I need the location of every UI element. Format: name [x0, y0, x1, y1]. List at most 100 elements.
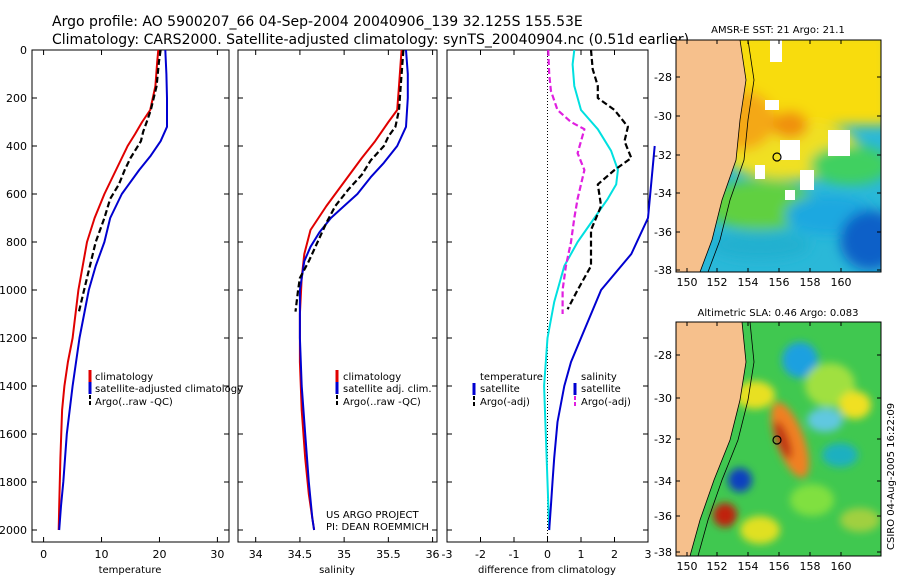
sst-land [676, 40, 746, 272]
map-y-tick-label: -28 [654, 349, 672, 362]
x-tick-label: 20 [152, 548, 166, 561]
series-argo-raw-qc [77, 49, 162, 315]
temperature-legend: climatology satellite-adjusted climatolo… [88, 370, 243, 408]
figure-title-line1: Argo profile: AO 5900207_66 04-Sep-2004 … [52, 14, 583, 30]
sst-map: AMSR-E SST: 21 Argo: 21.1 [654, 25, 882, 289]
sla-map-ticks: -28 -30 -32 -34 -36 -38 150 152 154 156 158 160 [654, 322, 881, 573]
x-tick-label: 0 [40, 548, 47, 561]
map-x-tick-label: 156 [769, 560, 790, 573]
sst-cloud-patch [765, 100, 779, 110]
sst-float-marker [772, 152, 782, 162]
map-x-tick-label: 158 [800, 276, 821, 289]
map-x-tick-label: 158 [800, 560, 821, 573]
y-tick-label: 0 [20, 44, 27, 57]
map-y-tick-label: -34 [654, 475, 672, 488]
x-tick-label: -1 [509, 548, 520, 561]
map-y-tick-label: -32 [654, 149, 672, 162]
legend-climatology: climatology [95, 372, 153, 383]
map-y-tick-label: -34 [654, 187, 672, 200]
map-x-tick-label: 154 [738, 560, 759, 573]
y-tick-label: 1200 [0, 332, 27, 345]
map-y-tick-label: -36 [654, 226, 672, 239]
map-x-tick-label: 154 [738, 276, 759, 289]
x-tick-label: 1 [578, 548, 585, 561]
difference-xlabel: difference from climatology [478, 565, 616, 576]
y-tick-label: 2000 [0, 524, 27, 537]
salinity-xlabel: salinity [319, 565, 355, 576]
legend-salt-argo: Argo(-adj) [581, 397, 631, 408]
y-tick-label: 1800 [0, 476, 27, 489]
y-tick-label: 400 [6, 140, 27, 153]
temperature-axes-frame [31, 49, 230, 543]
x-tick-label: 3 [645, 548, 652, 561]
x-tick-label: 34 [249, 548, 263, 561]
x-tick-label: 2 [611, 548, 618, 561]
map-x-tick-label: 160 [831, 560, 852, 573]
x-tick-label: -3 [442, 548, 453, 561]
map-x-tick-label: 150 [677, 276, 698, 289]
legend-temp-argo: Argo(-adj) [480, 397, 530, 408]
legend-salt-satellite: satellite [581, 384, 621, 395]
legend-argo: Argo(..raw -QC) [95, 397, 173, 408]
map-y-tick-label: -36 [654, 510, 672, 523]
y-tick-label: 600 [6, 188, 27, 201]
temperature-series [57, 49, 168, 531]
map-x-tick-label: 152 [707, 276, 728, 289]
x-tick-label: 30 [210, 548, 224, 561]
legend-sal-argo: Argo(..raw -QC) [343, 397, 421, 408]
temperature-panel: 0 10 20 30 0 200 400 600 800 1000 1200 1400 1600 1800… [0, 44, 243, 576]
legend-temp-satellite: satellite [480, 384, 520, 395]
series-climatology [57, 49, 160, 531]
sla-coastline [689, 322, 747, 556]
legend-sal-satellite: satellite adj. clim. [343, 384, 432, 395]
map-y-tick-label: -32 [654, 433, 672, 446]
salinity-panel: 34 34.5 35 35.5 36 salinity climatology sate… [237, 49, 440, 576]
legend-salinity-heading: salinity [581, 372, 617, 383]
sla-float-marker [772, 435, 782, 445]
salinity-axes-frame [237, 49, 438, 543]
sst-isobath [707, 40, 755, 272]
temperature-xlabel: temperature [99, 565, 162, 576]
map-x-tick-label: 156 [769, 276, 790, 289]
sla-field-blobs [713, 342, 880, 544]
series-satellite-adjusted-climatology [58, 49, 168, 531]
y-tick-label: 1000 [0, 284, 27, 297]
x-tick-label: 0 [544, 548, 551, 561]
legend-temperature-heading: temperature [480, 372, 543, 383]
project-label: US ARGO PROJECT [326, 510, 420, 521]
x-tick-label: -2 [475, 548, 486, 561]
sst-cloud-patch [800, 170, 814, 190]
difference-series [543, 49, 656, 531]
sla-isobath [697, 322, 755, 556]
map-x-tick-label: 152 [707, 560, 728, 573]
y-tick-label: 200 [6, 92, 27, 105]
x-tick-label: 10 [95, 548, 109, 561]
difference-ticks: -3 -2 -1 0 1 2 3 [442, 49, 652, 561]
series-argo-raw-qc [294, 49, 405, 312]
sst-map-title: AMSR-E SST: 21 Argo: 21.1 [711, 25, 845, 36]
sla-map: Altimetric SLA: 0.46 Argo: 0.083 [654, 308, 882, 573]
sst-map-ticks: -28 -30 -32 -34 -36 -38 150 152 154 156 158 160 [654, 40, 881, 289]
map-y-tick-label: -30 [654, 392, 672, 405]
x-tick-label: 36 [426, 548, 440, 561]
salinity-ticks: 34 34.5 35 35.5 36 [238, 49, 440, 561]
series-satellite-adj-clim [298, 49, 409, 531]
sla-land [676, 322, 746, 556]
pi-label: PI: DEAN ROEMMICH [326, 522, 429, 533]
map-y-tick-label: -28 [654, 71, 672, 84]
series-climatology [298, 49, 403, 531]
sst-cloud-patch [828, 130, 850, 156]
map-x-tick-label: 150 [677, 560, 698, 573]
legend-sal-climatology: climatology [343, 372, 401, 383]
difference-legend: temperature satellite Argo(-adj) salinit… [472, 372, 631, 408]
series-salinity-satellite [548, 145, 656, 531]
x-tick-label: 35.5 [376, 548, 401, 561]
series-temperature-argo-adj [566, 49, 633, 310]
sla-map-title: Altimetric SLA: 0.46 Argo: 0.083 [698, 308, 859, 319]
sst-cloud-patch [755, 165, 765, 179]
figure-title-line2: Climatology: CARS2000. Satellite-adjuste… [52, 32, 689, 48]
sst-cloud-patch [785, 190, 795, 200]
sst-coastline [699, 40, 747, 272]
legend-satellite: satellite-adjusted climatology [95, 384, 243, 395]
